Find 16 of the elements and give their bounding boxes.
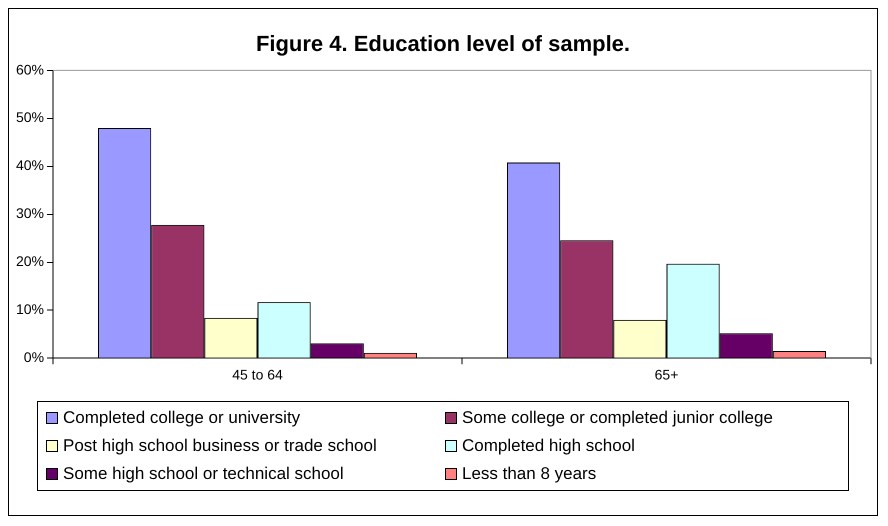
x-tick-label: 65+ xyxy=(654,366,678,382)
y-tick-label: 40% xyxy=(16,157,44,174)
legend-label: Completed college or university xyxy=(63,408,300,428)
y-tick-label: 10% xyxy=(16,301,44,318)
legend-label: Some college or completed junior college xyxy=(462,408,773,428)
y-tick-label: 30% xyxy=(16,205,44,222)
legend-label: Some high school or technical school xyxy=(63,464,344,484)
x-tick-label: 45 to 64 xyxy=(232,366,284,382)
legend-label: Completed high school xyxy=(462,436,635,456)
legend-label: Less than 8 years xyxy=(462,464,596,484)
y-tick-label: 20% xyxy=(16,253,44,270)
y-tick-label: 0% xyxy=(24,349,44,366)
y-tick-label: 60% xyxy=(16,61,44,78)
chart-title: Figure 4. Education level of sample. xyxy=(254,30,632,58)
legend-label: Post high school business or trade school xyxy=(63,436,377,456)
y-tick-label: 50% xyxy=(16,109,44,126)
